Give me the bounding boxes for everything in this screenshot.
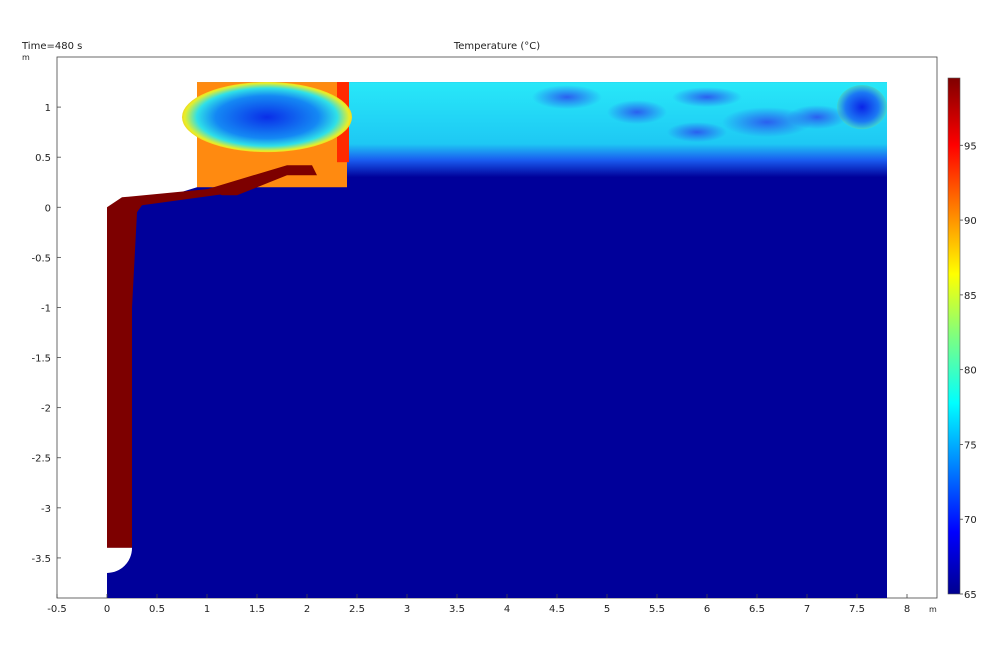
x-tick-label: 4 — [504, 604, 510, 615]
y-unit-label: m — [22, 53, 30, 62]
x-tick-label: 3.5 — [449, 604, 465, 615]
x-tick-label: 6.5 — [749, 604, 765, 615]
x-tick-label: 0.5 — [149, 604, 165, 615]
x-tick-label: 4.5 — [549, 604, 565, 615]
y-tick-label: -3 — [41, 504, 51, 515]
x-tick-label: 5.5 — [649, 604, 665, 615]
temperature-field — [107, 82, 887, 598]
x-unit-label: m — [929, 605, 937, 614]
colorbar-tick-label: 95 — [964, 141, 977, 152]
y-axis: 1 0.5 0 -0.5 -1 -1.5 -2 -2.5 -3 -3.5 — [31, 103, 61, 565]
x-tick-label: 5 — [604, 604, 610, 615]
mixing-eddy — [667, 122, 727, 143]
y-tick-label: -2 — [41, 404, 51, 415]
wall-notch — [107, 547, 132, 573]
right-eddy — [837, 85, 887, 130]
chart-title: Temperature (°C) — [453, 41, 540, 52]
x-tick-label: 0 — [104, 604, 110, 615]
hot-flange — [207, 165, 317, 196]
y-tick-label: 0 — [45, 203, 51, 214]
colorbar-tick-label: 70 — [964, 515, 977, 526]
x-tick-label: 2 — [304, 604, 310, 615]
colorbar-tick-label: 65 — [964, 590, 977, 601]
colorbar-tick-label: 90 — [964, 216, 977, 227]
y-tick-label: -2.5 — [31, 454, 51, 465]
colorbar-ticks: 95 90 85 80 75 70 65 — [960, 141, 977, 601]
y-tick-label: -1.5 — [31, 354, 51, 365]
x-tick-label: 7.5 — [849, 604, 865, 615]
bulk-water-region — [107, 82, 887, 598]
y-tick-label: -3.5 — [31, 554, 51, 565]
colorbar-tick-label: 75 — [964, 440, 977, 451]
y-tick-label: 0.5 — [35, 153, 51, 164]
time-label: Time=480 s — [21, 41, 82, 52]
x-tick-label: 1.5 — [249, 604, 265, 615]
y-tick-label: -1 — [41, 303, 51, 314]
x-tick-label: 6 — [704, 604, 710, 615]
mixing-eddy — [532, 85, 602, 110]
mixing-structures — [532, 85, 847, 143]
colorbar-tick-label: 80 — [964, 366, 977, 377]
hot-wall — [107, 187, 237, 548]
x-axis: -0.5 0 0.5 1 1.5 2 2.5 3 3.5 4 4.5 5 5.5 6 6.5 7 7.5 8 — [47, 594, 910, 615]
mixing-eddy — [787, 105, 847, 130]
x-tick-label: 1 — [204, 604, 210, 615]
x-tick-label: 3 — [404, 604, 410, 615]
x-tick-label: 8 — [904, 604, 910, 615]
x-tick-label: -0.5 — [47, 604, 67, 615]
left-eddy — [182, 82, 352, 153]
colorbar-tick-label: 85 — [964, 291, 977, 302]
mixing-eddy — [672, 87, 742, 108]
y-tick-label: -0.5 — [31, 253, 51, 264]
colorbar — [947, 77, 961, 595]
mixing-eddy — [607, 100, 667, 125]
y-tick-label: 1 — [45, 103, 51, 114]
x-tick-label: 2.5 — [349, 604, 365, 615]
x-tick-label: 7 — [804, 604, 810, 615]
